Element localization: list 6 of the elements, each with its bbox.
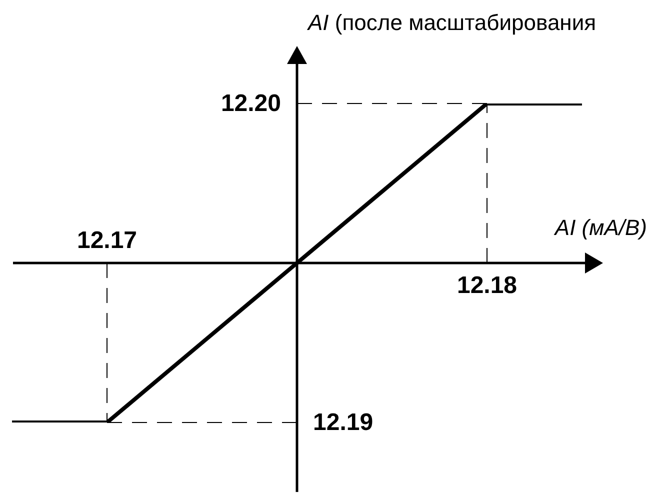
y-axis-title: AI (после масштабирования [306,10,596,35]
annotation: 12.19 [313,409,374,436]
x-axis-title: AI (мА/В) [552,215,647,240]
annotation: 12.20 [220,90,281,117]
x-tick-label: 12.18 [456,272,518,299]
x-tick-label: 12.17 [76,227,138,254]
